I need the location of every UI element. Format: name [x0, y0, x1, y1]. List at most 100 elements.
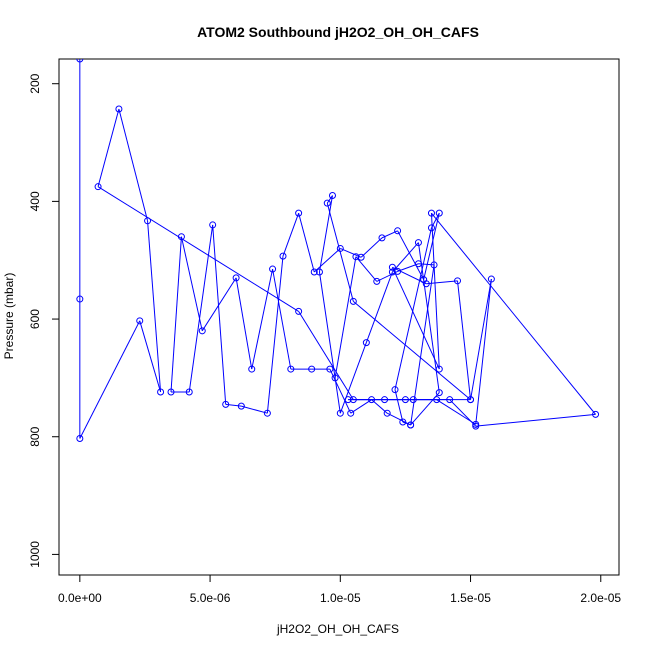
- y-axis-label: Pressure (mbar): [2, 273, 16, 360]
- series-segment: [298, 213, 315, 273]
- series-segment: [139, 320, 162, 393]
- x-tick-label: 1.0e-05: [320, 591, 361, 605]
- series-segment: [251, 268, 274, 370]
- series-segment: [392, 242, 419, 273]
- data-point: [185, 388, 193, 396]
- series-segment: [318, 271, 341, 414]
- data-point: [198, 327, 206, 335]
- series-segment: [282, 212, 300, 257]
- series-segment: [318, 195, 333, 273]
- data-point: [399, 418, 407, 426]
- data-point: [414, 260, 422, 268]
- series-segment: [326, 195, 333, 204]
- data-point: [263, 409, 271, 417]
- data-point: [388, 268, 396, 276]
- series-segment: [97, 186, 299, 312]
- data-point: [349, 297, 357, 305]
- data-point: [435, 365, 443, 373]
- series-segment: [475, 278, 492, 425]
- y-tick-label: 1000: [28, 541, 42, 568]
- series-segment: [410, 264, 435, 426]
- data-point: [310, 268, 318, 276]
- data-point: [315, 268, 323, 276]
- data-point: [454, 277, 462, 285]
- series-segment: [449, 399, 477, 427]
- data-point: [401, 396, 409, 404]
- data-point: [357, 253, 365, 261]
- series-segment: [353, 301, 471, 401]
- y-tick-label: 600: [28, 309, 42, 329]
- series-segment: [313, 248, 341, 273]
- series-segment: [180, 236, 203, 331]
- data-point: [323, 199, 331, 207]
- series-segment: [329, 368, 352, 414]
- series-segment: [266, 256, 284, 414]
- series-segment: [436, 399, 477, 425]
- data-point: [331, 374, 339, 382]
- y-tick-label: 800: [28, 426, 42, 446]
- series-segment: [241, 405, 268, 414]
- series-segment: [334, 256, 357, 378]
- data-point: [279, 252, 287, 260]
- data-point: [368, 396, 376, 404]
- y-axis: 200 400 600 800 1000: [28, 73, 60, 568]
- data-point: [326, 365, 334, 373]
- series-layer: [76, 59, 600, 442]
- data-point: [237, 402, 245, 410]
- data-point: [362, 339, 370, 347]
- series-segment: [97, 108, 120, 187]
- series-segment: [360, 237, 383, 258]
- data-point: [407, 421, 415, 429]
- data-point: [115, 105, 123, 113]
- data-point: [381, 396, 389, 404]
- series-segment: [397, 263, 419, 272]
- data-point: [232, 274, 240, 282]
- series-segment: [423, 213, 440, 280]
- series-segment: [147, 220, 162, 393]
- data-point: [295, 307, 303, 315]
- data-point: [349, 396, 357, 404]
- data-point: [76, 434, 84, 442]
- series-segment: [431, 212, 596, 415]
- x-tick-label: 5.0e-06: [190, 591, 231, 605]
- x-tick-label: 2.0e-05: [580, 591, 621, 605]
- data-point: [248, 365, 256, 373]
- series-segment: [355, 256, 378, 282]
- y-tick-label: 200: [28, 73, 42, 93]
- series-segment: [365, 271, 393, 343]
- data-point: [308, 365, 316, 373]
- data-point: [427, 209, 435, 217]
- series-segment: [391, 267, 440, 370]
- data-point: [472, 422, 480, 430]
- data-point: [433, 396, 441, 404]
- series-segment: [470, 278, 492, 400]
- series-segment: [118, 108, 149, 221]
- series-segment: [340, 247, 362, 258]
- x-axis-label: jH2O2_OH_OH_CAFS: [276, 622, 399, 636]
- data-point: [592, 410, 600, 418]
- data-point: [409, 396, 417, 404]
- data-point: [295, 209, 303, 217]
- plot-frame: [58, 58, 620, 576]
- data-point: [388, 263, 396, 271]
- series-segment: [298, 311, 354, 400]
- data-point: [378, 234, 386, 242]
- x-tick-label: 1.5e-05: [450, 591, 491, 605]
- data-point: [222, 400, 230, 408]
- series-segment: [397, 230, 425, 280]
- data-point: [76, 59, 84, 63]
- data-point: [336, 409, 344, 417]
- data-point: [420, 276, 428, 284]
- series-segment: [201, 277, 237, 332]
- data-point: [383, 409, 391, 417]
- series-segment: [79, 320, 141, 439]
- series-segment: [212, 224, 227, 405]
- series-segment: [350, 399, 372, 414]
- series-segment: [170, 236, 182, 393]
- chart-title: ATOM2 Southbound jH2O2_OH_OH_CAFS: [197, 24, 479, 40]
- data-point: [269, 265, 277, 273]
- series-segment: [326, 203, 354, 302]
- data-point: [373, 277, 381, 285]
- series-segment: [394, 227, 432, 390]
- data-point: [144, 217, 152, 225]
